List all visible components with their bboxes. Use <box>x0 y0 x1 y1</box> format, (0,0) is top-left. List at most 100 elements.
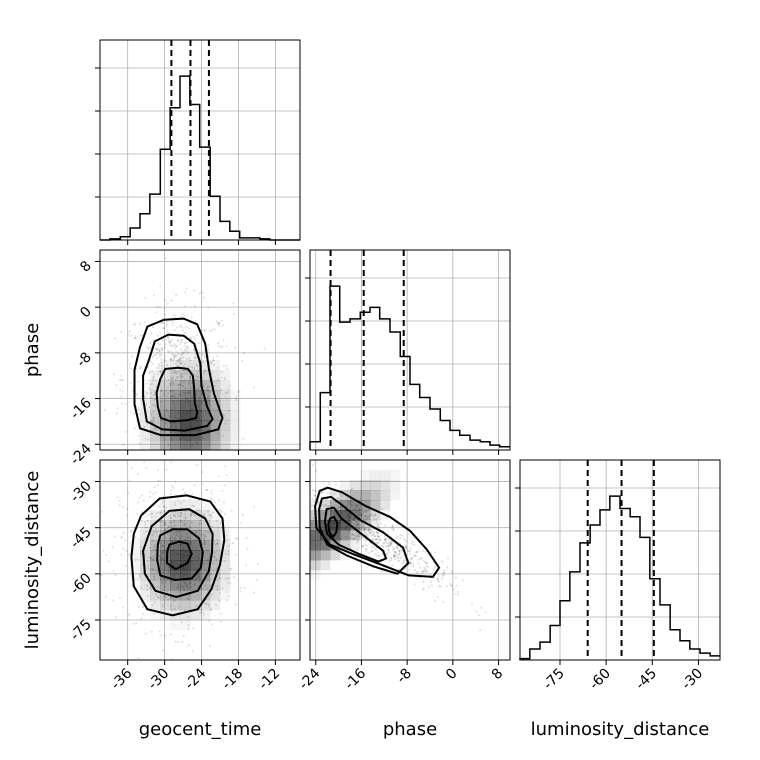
sample-point <box>162 327 165 330</box>
sample-point <box>452 588 455 591</box>
panel-frame <box>99 249 301 451</box>
sample-point <box>171 352 174 355</box>
sample-point <box>417 558 420 561</box>
sample-point <box>346 505 349 508</box>
sample-point <box>364 543 367 546</box>
sample-point <box>203 533 206 536</box>
sample-point <box>313 494 316 497</box>
sample-point <box>160 346 163 349</box>
sample-point <box>201 376 204 379</box>
sample-point <box>441 574 444 577</box>
sample-point <box>373 518 376 521</box>
sample-point <box>375 546 378 549</box>
density-cell <box>180 400 191 411</box>
density-cell <box>380 490 391 501</box>
sample-point <box>379 538 382 541</box>
sample-point <box>217 432 220 435</box>
sample-point <box>445 584 448 587</box>
sample-point <box>208 399 211 402</box>
density-cell <box>200 590 211 601</box>
sample-point <box>185 532 188 535</box>
sample-point <box>256 563 259 566</box>
sample-point <box>401 549 404 552</box>
sample-point <box>143 321 146 324</box>
sample-point <box>366 534 369 537</box>
sample-point <box>204 568 207 571</box>
panel-content <box>271 464 487 632</box>
x-tick-label: 8 <box>489 666 507 684</box>
sample-point <box>451 584 454 587</box>
sample-point <box>364 515 367 518</box>
density-cell <box>190 410 201 421</box>
sample-point <box>137 380 140 383</box>
sample-point <box>370 522 373 525</box>
sample-point <box>391 527 394 530</box>
sample-point <box>102 549 105 552</box>
sample-point <box>147 564 150 567</box>
sample-point <box>375 518 378 521</box>
sample-point <box>159 331 162 334</box>
sample-point <box>152 493 155 496</box>
density-cell <box>220 410 231 421</box>
sample-point <box>196 387 199 390</box>
sample-point <box>392 528 395 531</box>
sample-point <box>194 320 197 323</box>
sample-point <box>346 499 349 502</box>
sample-point <box>351 533 354 536</box>
sample-point <box>171 395 174 398</box>
sample-point <box>461 579 464 582</box>
sample-point <box>139 365 142 368</box>
sample-point <box>225 474 228 477</box>
sample-point <box>455 585 458 588</box>
sample-point <box>412 540 415 543</box>
sample-point <box>187 351 190 354</box>
sample-point <box>158 511 161 514</box>
sample-point <box>164 313 167 316</box>
sample-point <box>385 542 388 545</box>
density-cell <box>200 570 211 581</box>
sample-point <box>100 574 103 577</box>
sample-point <box>291 497 293 499</box>
density-cell <box>160 500 171 511</box>
sample-point <box>222 365 225 368</box>
y-tick-label: -75 <box>67 617 94 644</box>
sample-point <box>120 553 123 556</box>
sample-point <box>396 547 399 550</box>
sample-point <box>179 325 182 328</box>
density-cell <box>150 590 161 601</box>
sample-point <box>206 531 209 534</box>
sample-point <box>194 378 197 381</box>
sample-point <box>148 371 151 374</box>
sample-point <box>212 356 215 359</box>
sample-point <box>356 532 359 535</box>
sample-point <box>311 504 314 507</box>
contour-level-4 <box>314 486 441 578</box>
sample-point <box>146 345 149 348</box>
x-tick-label: -36 <box>108 665 136 693</box>
sample-point <box>150 391 153 394</box>
histogram-step-luminosity-distance <box>519 495 720 660</box>
sample-point <box>165 408 168 411</box>
sample-point <box>422 580 425 583</box>
sample-point <box>297 491 299 493</box>
sample-point <box>442 572 445 575</box>
sample-point <box>345 497 348 500</box>
density-cell <box>210 530 221 541</box>
sample-point <box>348 501 351 504</box>
sample-point <box>178 393 181 396</box>
density-cell <box>360 480 371 491</box>
sample-point <box>480 606 483 609</box>
density-cell <box>150 410 161 421</box>
sample-point <box>157 504 160 507</box>
sample-point <box>214 603 217 606</box>
sample-point <box>161 348 164 351</box>
sample-point <box>170 489 173 492</box>
sample-point <box>185 536 188 539</box>
sample-point <box>255 578 258 581</box>
sample-point <box>359 513 362 516</box>
sample-point <box>389 544 392 547</box>
sample-point <box>219 612 222 615</box>
sample-point <box>447 557 450 560</box>
sample-point <box>271 486 273 488</box>
sample-point <box>216 538 219 541</box>
